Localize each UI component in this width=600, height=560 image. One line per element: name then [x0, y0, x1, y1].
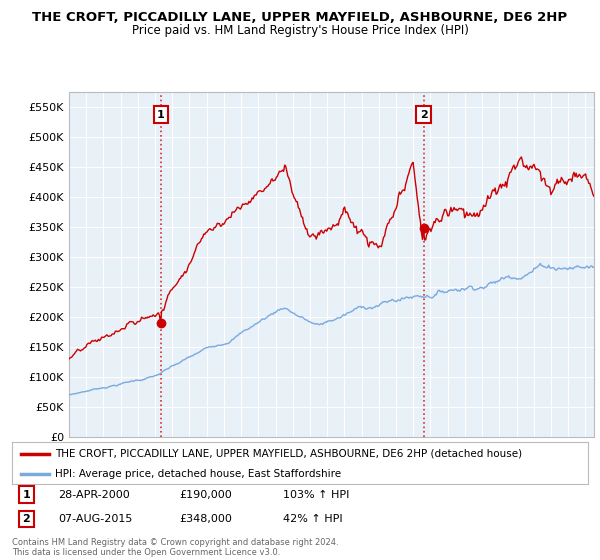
Text: 42% ↑ HPI: 42% ↑ HPI [283, 514, 343, 524]
Text: 2: 2 [23, 514, 30, 524]
Text: THE CROFT, PICCADILLY LANE, UPPER MAYFIELD, ASHBOURNE, DE6 2HP (detached house): THE CROFT, PICCADILLY LANE, UPPER MAYFIE… [55, 449, 523, 459]
Text: THE CROFT, PICCADILLY LANE, UPPER MAYFIELD, ASHBOURNE, DE6 2HP: THE CROFT, PICCADILLY LANE, UPPER MAYFIE… [32, 11, 568, 24]
Text: 1: 1 [157, 110, 164, 120]
Text: 07-AUG-2015: 07-AUG-2015 [58, 514, 133, 524]
Text: 1: 1 [23, 490, 30, 500]
Text: £190,000: £190,000 [179, 490, 232, 500]
Text: £348,000: £348,000 [179, 514, 232, 524]
Text: Contains HM Land Registry data © Crown copyright and database right 2024.
This d: Contains HM Land Registry data © Crown c… [12, 538, 338, 557]
Text: 103% ↑ HPI: 103% ↑ HPI [283, 490, 349, 500]
Text: HPI: Average price, detached house, East Staffordshire: HPI: Average price, detached house, East… [55, 469, 341, 479]
Text: 2: 2 [420, 110, 427, 120]
Text: 28-APR-2000: 28-APR-2000 [58, 490, 130, 500]
Text: Price paid vs. HM Land Registry's House Price Index (HPI): Price paid vs. HM Land Registry's House … [131, 24, 469, 36]
